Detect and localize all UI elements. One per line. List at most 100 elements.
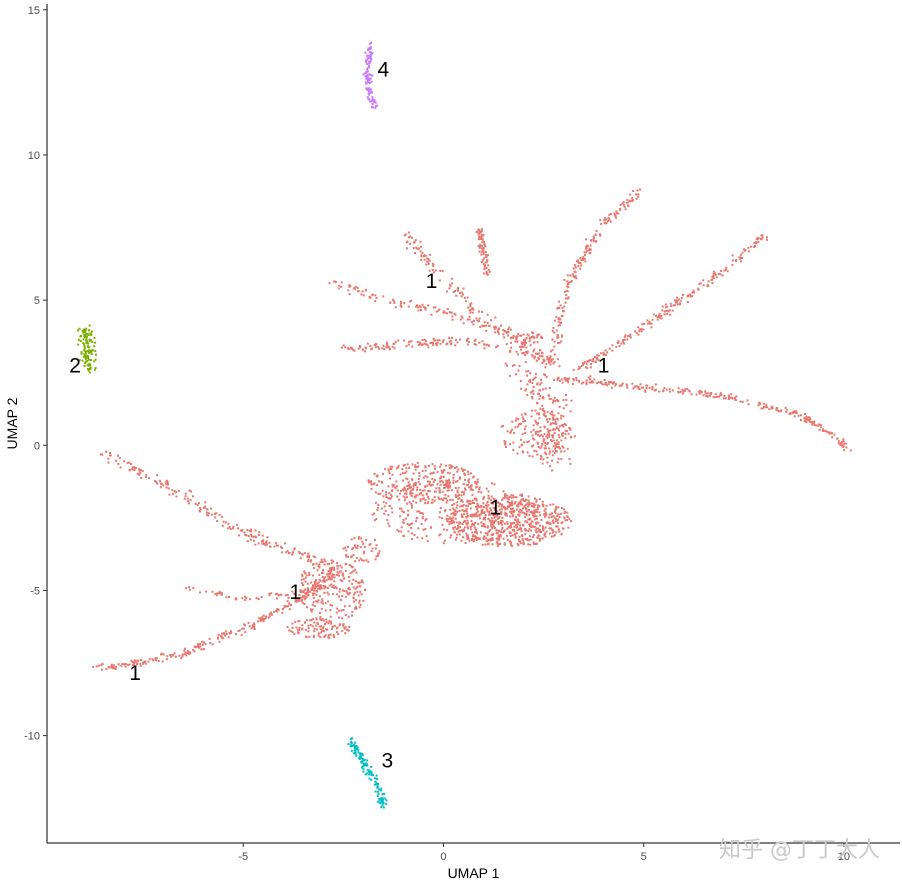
cluster-1-point [597, 359, 600, 362]
cluster-1-point [452, 520, 455, 522]
cluster-1-point [503, 494, 506, 497]
cluster-1-point [466, 296, 469, 299]
cluster-1-point [359, 590, 362, 593]
cluster-1-point [510, 346, 513, 349]
cluster-1-point [464, 489, 467, 491]
cluster-1-point [332, 560, 335, 563]
cluster-1-point [493, 527, 496, 529]
cluster-1-point [680, 296, 683, 299]
cluster-1-point [611, 349, 614, 352]
cluster-1-point [548, 361, 551, 364]
cluster-1-point [626, 384, 628, 387]
cluster-1-point [741, 251, 744, 254]
cluster-1-point [614, 216, 617, 219]
cluster-1-point [362, 559, 365, 562]
cluster-1-point [822, 430, 825, 432]
cluster-1-point [445, 481, 448, 484]
cluster-1-point [321, 599, 324, 602]
cluster-1-point [462, 536, 465, 539]
cluster-1-point [668, 388, 671, 391]
cluster-1-point [313, 627, 316, 630]
cluster-1-point [241, 597, 244, 600]
cluster-1-point [555, 426, 558, 429]
cluster-1-point [780, 409, 783, 412]
cluster-1-point [347, 592, 350, 595]
cluster-1-point [350, 565, 353, 568]
cluster-3-point [368, 777, 371, 780]
cluster-1-point [807, 416, 810, 419]
cluster-1-point [414, 484, 417, 487]
cluster-1-point [277, 594, 280, 597]
cluster-1-point [342, 624, 345, 626]
cluster-1-point [457, 468, 460, 471]
cluster-1-point [537, 506, 539, 509]
cluster-1-point [471, 522, 474, 525]
cluster-1-point [328, 576, 331, 579]
cluster-4-point [371, 96, 374, 99]
cluster-1-point [468, 315, 471, 318]
cluster-1-point [532, 385, 535, 388]
cluster-1-point [561, 335, 563, 338]
cluster-1-point [391, 511, 394, 514]
cluster-1-point [466, 512, 469, 515]
cluster-1-point [504, 330, 506, 333]
cluster-2-point [89, 359, 92, 361]
cluster-1-point [523, 441, 526, 444]
cluster-2-point [95, 353, 97, 356]
cluster-1-point [358, 606, 361, 609]
cluster-1-point [501, 503, 504, 506]
cluster-1-point [443, 528, 445, 531]
cluster-1-point [477, 510, 480, 513]
cluster-1-point [785, 410, 788, 413]
cluster-1-point [364, 346, 367, 349]
cluster-1-point [420, 258, 423, 261]
cluster-1-point [293, 548, 296, 551]
cluster-1-point [432, 337, 435, 340]
cluster-1-point [467, 306, 470, 309]
cluster-1-point [470, 485, 473, 488]
cluster-1-point [556, 358, 559, 361]
cluster-1-point [607, 219, 609, 222]
cluster-1-point [351, 582, 354, 585]
cluster-1-point [448, 287, 451, 290]
cluster-1-point [535, 515, 538, 518]
cluster-1-point [540, 335, 543, 338]
cluster-1-point [766, 236, 768, 239]
cluster-1-point [520, 493, 523, 496]
cluster-1-point [534, 355, 537, 358]
cluster-1-point [514, 502, 516, 505]
cluster-1-point [524, 503, 527, 506]
cluster-1-point [333, 280, 336, 283]
cluster-1-point [702, 394, 705, 397]
cluster-1-point [260, 619, 263, 622]
cluster-1-point [397, 530, 400, 533]
cluster-2-point [88, 371, 91, 374]
cluster-1-point [562, 309, 565, 312]
cluster-1-point [183, 497, 186, 500]
cluster-1-point [524, 516, 527, 519]
cluster-1-point [562, 407, 565, 410]
cluster-1-point [544, 535, 547, 538]
cluster-1-point [697, 287, 700, 290]
cluster-1-point [460, 295, 463, 298]
cluster-1-point [481, 241, 484, 244]
cluster-1-point [546, 456, 549, 459]
cluster-1-point [484, 504, 487, 507]
cluster-1-point [222, 520, 225, 523]
cluster-1-point [483, 324, 486, 327]
cluster-1-point [478, 235, 481, 238]
cluster-1-point [532, 428, 535, 431]
cluster-1-point [583, 258, 586, 260]
cluster-1-point [439, 533, 442, 536]
cluster-1-point [545, 363, 548, 366]
cluster-1-point [471, 538, 473, 540]
cluster-1-point [538, 389, 541, 392]
cluster-1-point [533, 510, 536, 513]
cluster-3-point [367, 769, 370, 772]
cluster-1-point [467, 473, 470, 476]
cluster-1-point [447, 486, 450, 489]
cluster-1-point [489, 537, 492, 540]
cluster-1-point [433, 465, 436, 468]
cluster-1-point [393, 301, 396, 304]
cluster-1-point [318, 625, 321, 628]
